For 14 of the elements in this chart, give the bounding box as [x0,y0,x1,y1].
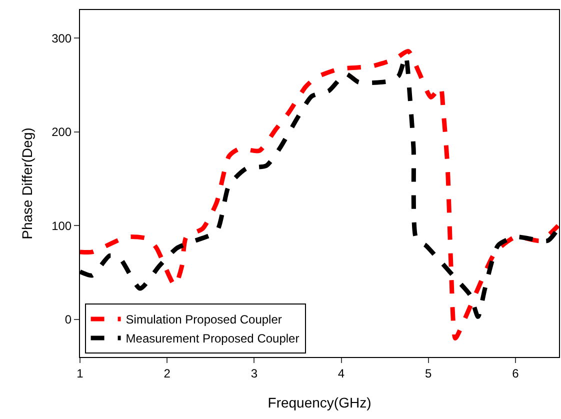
x-tick-label: 6 [512,366,520,380]
y-tick-label: 100 [52,218,72,233]
y-tick-label: 200 [52,125,72,140]
x-tick-label: 1 [76,366,84,380]
y-tick-label: 0 [64,312,72,327]
x-tick-label: 5 [425,366,432,380]
y-axis-title: Phase Differ(Deg) [19,128,36,240]
y-tick-label: 300 [52,31,72,46]
x-tick-label: 3 [250,366,258,380]
legend-label: Measurement Proposed Coupler [126,332,300,346]
x-tick-label: 4 [338,366,345,380]
x-tick-label: 2 [164,366,171,380]
x-axis-title: Frequency(GHz) [268,394,372,411]
legend-label: Simulation Proposed Coupler [126,312,282,327]
